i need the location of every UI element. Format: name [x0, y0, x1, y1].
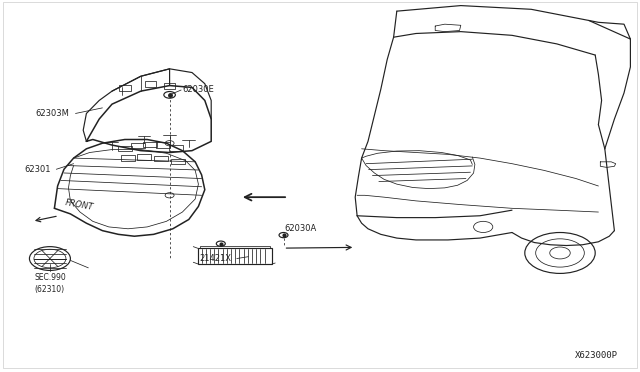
Bar	[143, 142, 157, 147]
Text: 21421X: 21421X	[200, 254, 232, 263]
Text: 62303M: 62303M	[35, 109, 69, 118]
Bar	[198, 248, 272, 264]
Text: X623000P: X623000P	[575, 351, 618, 360]
Bar	[131, 143, 145, 148]
Bar	[169, 145, 183, 151]
Bar	[121, 155, 135, 161]
Bar	[118, 146, 132, 151]
Text: FRONT: FRONT	[64, 198, 94, 212]
Text: 62030E: 62030E	[182, 85, 214, 94]
Bar	[154, 156, 168, 161]
Bar	[137, 154, 151, 160]
Bar	[164, 83, 175, 89]
Text: SEC.990
(62310): SEC.990 (62310)	[34, 273, 66, 294]
Bar	[171, 159, 185, 164]
Bar	[119, 85, 131, 91]
Bar	[156, 142, 170, 148]
Bar	[200, 246, 270, 248]
Bar	[145, 81, 156, 87]
Text: 62301: 62301	[24, 165, 51, 174]
Text: 62030A: 62030A	[285, 224, 317, 233]
